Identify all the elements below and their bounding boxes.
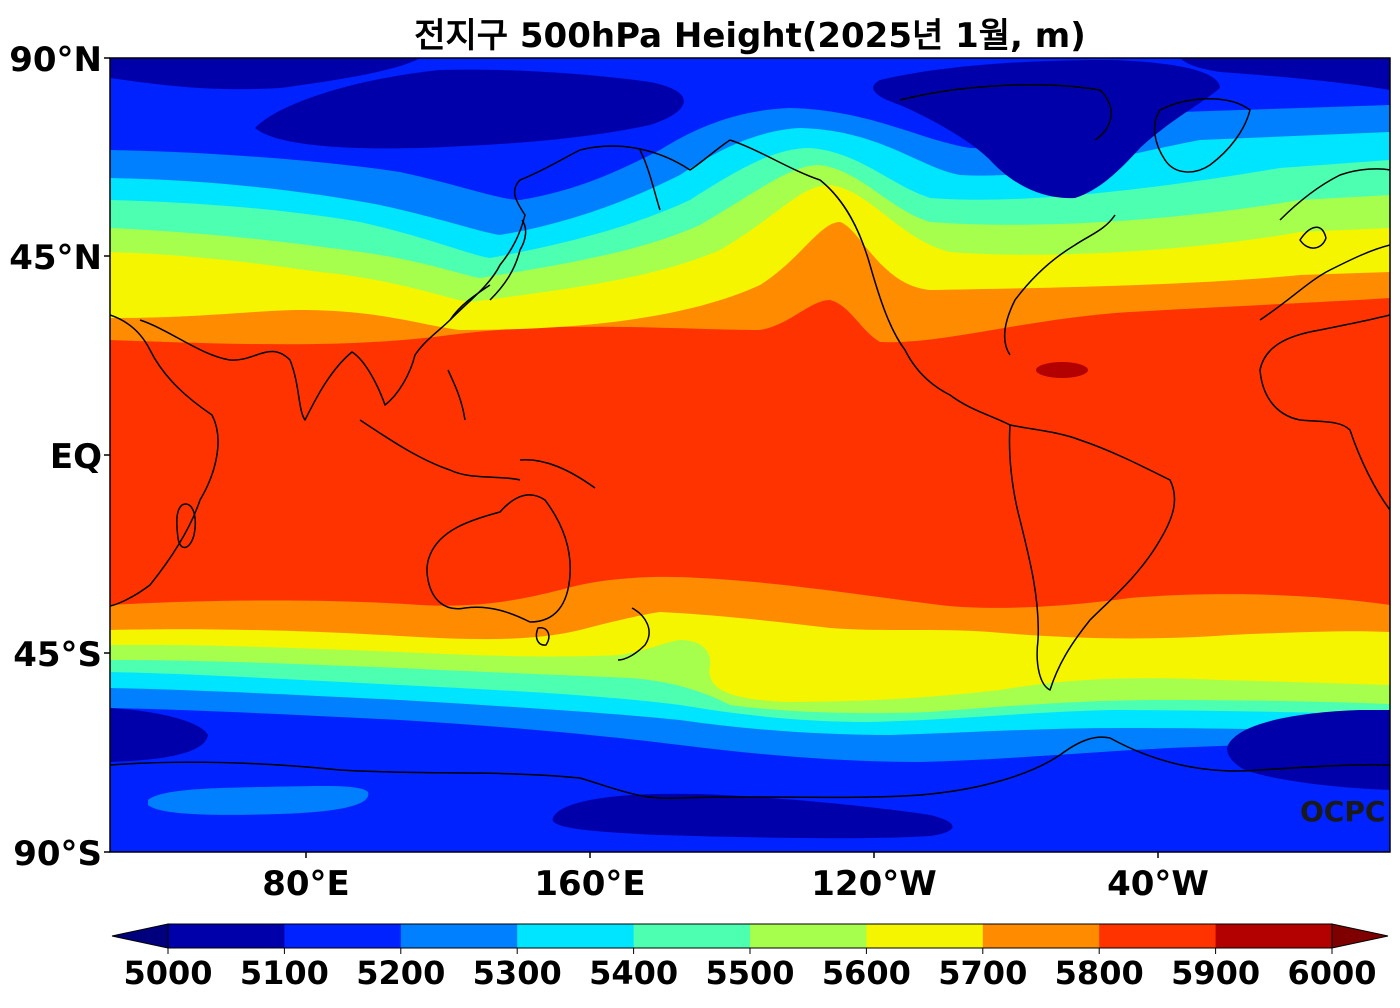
lat-ticks [104,57,110,853]
nh-5000-lobe-canada [873,60,1220,199]
colorbar-swatch [1215,924,1333,948]
new-guinea-coast [519,459,596,489]
colorbar-tick-label: 5000 [123,954,213,992]
sh-5000-lobe-antarctic [552,793,953,839]
coastlines [110,84,1390,800]
japan-coast [489,219,527,301]
philippines-coast [447,369,466,421]
colorbar-tick-label: 5800 [1054,954,1144,992]
north-america-coast [729,139,1011,426]
lon-label-160e: 160°E [534,864,646,904]
sh-5100-contour [110,708,1390,852]
madagascar-coast [176,503,196,549]
colorbar-swatch [866,924,984,948]
west-africa-coast [1259,314,1390,511]
east-asia-coast [449,139,731,321]
sh-5200-lobe [148,786,369,815]
colorbar-tick-label: 6000 [1287,954,1377,992]
kamchatka-coast [639,149,661,211]
south-asia-coast [139,284,491,421]
north-america-east-coast [1003,214,1116,356]
colorbar-swatch [1099,924,1217,948]
australia-coast [426,494,571,623]
colorbar-swatch [284,924,402,948]
antarctica-coast [110,736,1390,800]
lon-label-120w: 120°W [811,864,937,904]
colorbar-tick-label: 5300 [472,954,562,992]
colorbar-tick-label: 5900 [1171,954,1261,992]
british-isles-coast [1299,226,1327,249]
colorbar-tick-label: 5200 [356,954,446,992]
sh-5000-lobe-west [110,708,208,762]
colorbar-tick-label: 5400 [589,954,679,992]
colorbar-swatch [400,924,518,948]
south-america-coast [1008,424,1176,691]
tasmania-coast [535,627,550,646]
lat-label-eq: EQ [49,437,102,477]
colorbar-swatch [168,924,285,948]
lat-label-90s: 90°S [13,834,102,874]
europe-coast [1259,244,1390,321]
africa-coast [110,314,219,607]
colorbar-under-extension [111,923,169,949]
new-zealand-coast [617,607,650,661]
nh-5000-lobe-eurasia [255,69,684,149]
arctic-islands-coast [899,84,1112,141]
lat-label-90n: 90°N [9,40,102,80]
colorbar-swatch [633,924,751,948]
nh-5000-lobe-arctic [110,58,420,90]
lon-label-80e: 80°E [262,864,350,904]
lon-label-40w: 40°W [1107,864,1209,904]
colorbar-tick-label: 5600 [821,954,911,992]
scandinavia-coast [1279,168,1390,221]
indonesia-coast [359,419,521,481]
colorbar-swatch [517,924,635,948]
colorbar-tick-label: 5100 [239,954,329,992]
colorbar-over-extension [1331,923,1389,949]
map-title: 전지구 500hPa Height(2025년 1월, m) [414,16,1086,56]
colorbar [111,923,1389,954]
colorbar-tick-label: 5700 [938,954,1028,992]
contour-fill [110,58,1390,852]
colorbar-swatch [982,924,1100,948]
caribbean-5900-lobe [1036,362,1088,378]
lat-label-45n: 45°N [9,238,102,278]
greenland-coast [1153,98,1251,173]
lat-label-45s: 45°S [13,635,102,675]
nh-5000-lobe-east [1180,58,1390,90]
colorbar-swatch [750,924,867,948]
lon-ticks [305,852,1159,858]
colorbar-tick-label: 5500 [705,954,795,992]
ocpc-watermark: OCPC [1300,795,1386,828]
